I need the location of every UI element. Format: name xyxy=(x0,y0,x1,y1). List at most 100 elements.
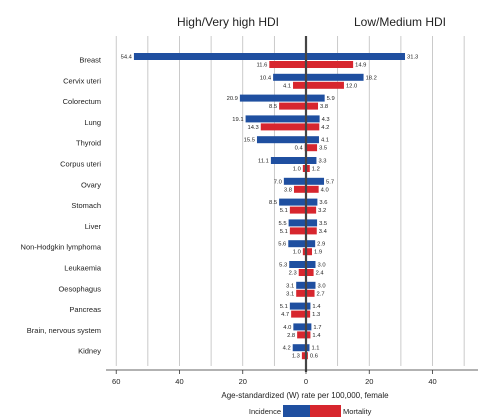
label-right-incidence: 3.3 xyxy=(318,159,326,165)
label-right-incidence: 1.1 xyxy=(311,346,319,352)
label-right-incidence: 3.5 xyxy=(319,221,327,227)
bar-left-incidence xyxy=(283,177,306,185)
bar-right-incidence xyxy=(306,94,325,102)
bar-left-incidence xyxy=(245,115,306,123)
label-left-mortality: 2.8 xyxy=(287,333,295,339)
bar-right-incidence xyxy=(306,53,406,60)
bar-right-incidence xyxy=(306,157,317,164)
label-left-incidence: 11.1 xyxy=(258,159,269,165)
category-label: Pancreas xyxy=(69,305,101,314)
category-label: Stomach xyxy=(71,201,101,210)
bar-left-incidence xyxy=(133,53,306,60)
category-label: Corpus uteri xyxy=(60,160,101,169)
label-right-mortality: 4.2 xyxy=(321,125,329,131)
x-tick-label: 60 xyxy=(112,377,120,386)
bar-left-mortality xyxy=(297,331,306,339)
label-left-mortality: 8.5 xyxy=(269,104,277,110)
bar-right-mortality xyxy=(306,269,314,276)
category-label: Thyroid xyxy=(76,139,101,148)
bars xyxy=(133,53,406,360)
bar-right-mortality xyxy=(306,227,317,235)
label-right-incidence: 2.9 xyxy=(317,242,325,248)
bar-right-mortality xyxy=(306,185,319,193)
panel-right-title: Low/Medium HDI xyxy=(354,15,446,29)
category-label: Cervix uteri xyxy=(63,76,101,85)
bar-left-mortality xyxy=(298,269,306,276)
x-tick-label: 20 xyxy=(365,377,373,386)
label-left-mortality: 4.7 xyxy=(281,312,289,318)
category-label: Brain, nervous system xyxy=(27,326,101,335)
legend-mortality-swatch xyxy=(310,405,341,417)
bar-left-incidence xyxy=(289,261,306,268)
bar-right-mortality xyxy=(306,206,317,214)
bar-right-mortality xyxy=(306,102,319,110)
legend-mortality-label: Mortality xyxy=(343,407,372,416)
x-axis: 60 40 20 0 20 40 xyxy=(106,36,478,386)
bar-right-incidence xyxy=(306,323,312,331)
bar-left-mortality xyxy=(302,248,306,256)
label-left-mortality: 11.6 xyxy=(256,63,267,69)
label-left-incidence: 54.4 xyxy=(121,55,133,61)
label-left-mortality: 2.3 xyxy=(289,271,297,277)
bar-left-mortality xyxy=(279,102,306,110)
label-right-incidence: 4.3 xyxy=(322,117,330,123)
label-left-incidence: 7.0 xyxy=(274,179,282,185)
bar-right-mortality xyxy=(306,310,311,318)
label-right-mortality: 3.8 xyxy=(320,104,328,110)
x-tick-label: 20 xyxy=(239,377,247,386)
label-left-incidence: 10.4 xyxy=(260,75,272,81)
bar-left-incidence xyxy=(292,344,306,352)
label-left-mortality: 1.0 xyxy=(293,250,301,256)
legend-incidence-swatch xyxy=(283,405,310,417)
label-right-incidence: 1.4 xyxy=(312,304,321,310)
category-label: Non-Hodgkin lymphoma xyxy=(21,243,102,252)
label-left-mortality: 0.4 xyxy=(295,146,304,152)
bar-left-mortality xyxy=(293,185,306,193)
category-label: Ovary xyxy=(81,180,101,189)
label-right-incidence: 4.1 xyxy=(321,138,329,144)
label-left-incidence: 4.2 xyxy=(283,346,291,352)
bar-left-incidence xyxy=(293,323,306,331)
label-right-mortality: 3.5 xyxy=(319,146,327,152)
category-label: Leukaemia xyxy=(64,264,102,273)
label-left-incidence: 5.5 xyxy=(279,221,287,227)
x-axis-title: Age-standardized (W) rate per 100,000, f… xyxy=(221,391,389,400)
label-right-mortality: 2.7 xyxy=(317,291,325,297)
category-label: Lung xyxy=(84,118,101,127)
bar-left-incidence xyxy=(288,219,306,227)
bar-left-incidence xyxy=(239,94,306,102)
label-right-incidence: 3.0 xyxy=(317,263,325,269)
bar-right-mortality xyxy=(306,61,354,68)
legend: Incidence Mortality xyxy=(249,405,372,417)
label-right-mortality: 1.9 xyxy=(314,250,322,256)
label-left-incidence: 5.6 xyxy=(278,242,286,248)
bar-left-mortality xyxy=(269,61,306,68)
bar-right-incidence xyxy=(306,261,316,268)
category-label: Liver xyxy=(85,222,102,231)
bar-left-mortality xyxy=(289,227,306,235)
label-left-mortality: 3.1 xyxy=(286,291,294,297)
label-right-incidence: 31.3 xyxy=(407,55,418,61)
x-tick-label: 40 xyxy=(175,377,183,386)
label-right-incidence: 5.9 xyxy=(327,96,335,102)
bar-right-incidence xyxy=(306,219,318,227)
label-left-incidence: 3.1 xyxy=(286,283,294,289)
label-right-mortality: 3.2 xyxy=(318,208,326,214)
category-label: Colorectum xyxy=(63,97,101,106)
bar-right-mortality xyxy=(306,248,313,256)
label-right-incidence: 3.0 xyxy=(317,283,325,289)
bar-right-mortality xyxy=(306,331,311,339)
bar-right-incidence xyxy=(306,240,316,248)
bar-right-incidence xyxy=(306,302,311,310)
label-right-mortality: 1.3 xyxy=(312,312,320,318)
label-left-mortality: 1.0 xyxy=(293,167,301,173)
label-left-mortality: 3.8 xyxy=(284,187,292,193)
bar-right-mortality xyxy=(306,123,320,131)
label-right-incidence: 18.2 xyxy=(366,75,377,81)
x-tick-label: 0 xyxy=(304,377,308,386)
bar-right-mortality xyxy=(306,289,315,297)
label-right-incidence: 3.6 xyxy=(319,200,327,206)
legend-incidence-label: Incidence xyxy=(249,407,281,416)
label-left-mortality: 4.1 xyxy=(283,83,291,89)
